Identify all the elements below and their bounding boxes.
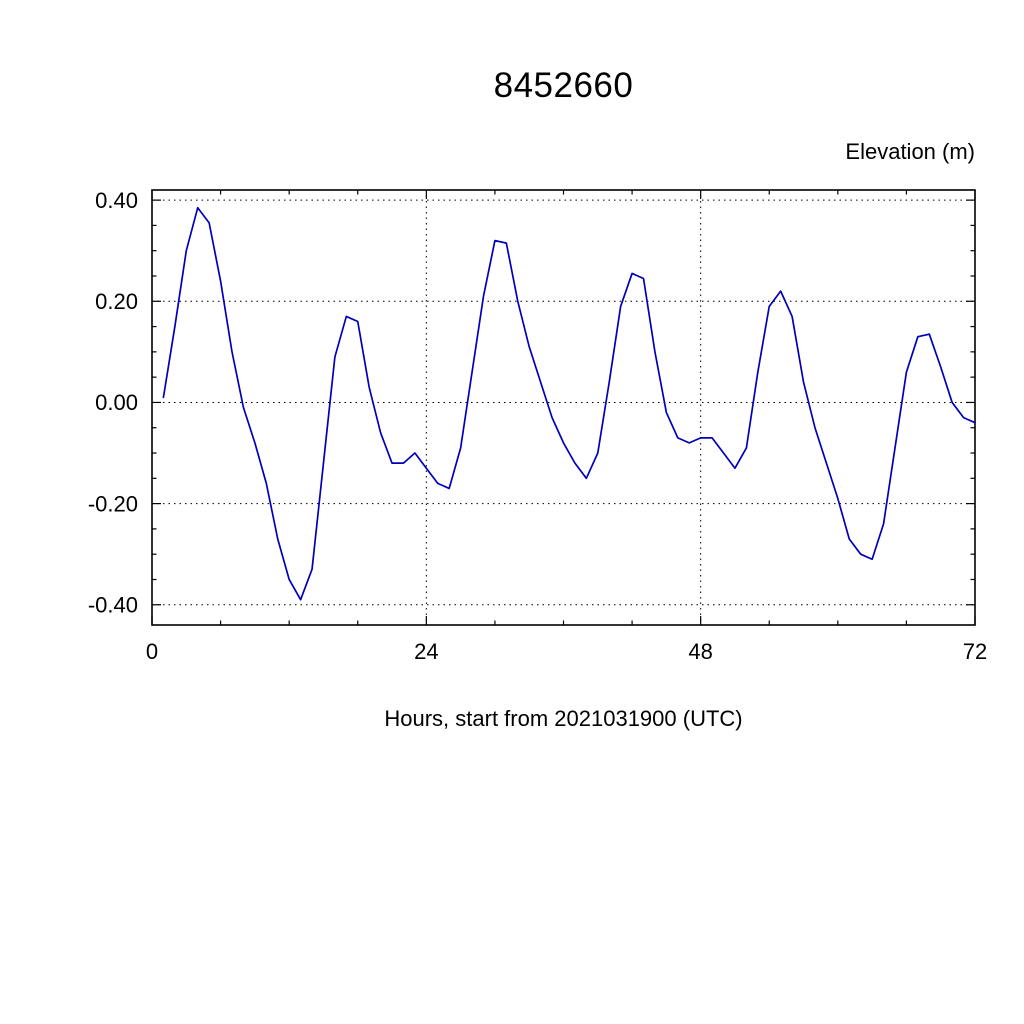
y-tick-label: 0.00 xyxy=(95,390,138,415)
plot-frame xyxy=(151,189,976,626)
y-tick-label: -0.40 xyxy=(88,592,138,617)
y-axis-title: Elevation (m) xyxy=(845,139,975,164)
y-tick-label: 0.40 xyxy=(95,188,138,213)
chart-title: 8452660 xyxy=(493,66,634,105)
y-tick-label: 0.20 xyxy=(95,289,138,314)
x-tick-label: 0 xyxy=(146,639,158,664)
elevation-line xyxy=(162,206,976,601)
x-tick-label: 72 xyxy=(963,639,987,664)
y-tick-label: -0.20 xyxy=(88,491,138,516)
x-tick-label: 48 xyxy=(688,639,712,664)
x-axis-label: Hours, start from 2021031900 (UTC) xyxy=(384,706,743,731)
x-tick-label: 24 xyxy=(414,639,438,664)
